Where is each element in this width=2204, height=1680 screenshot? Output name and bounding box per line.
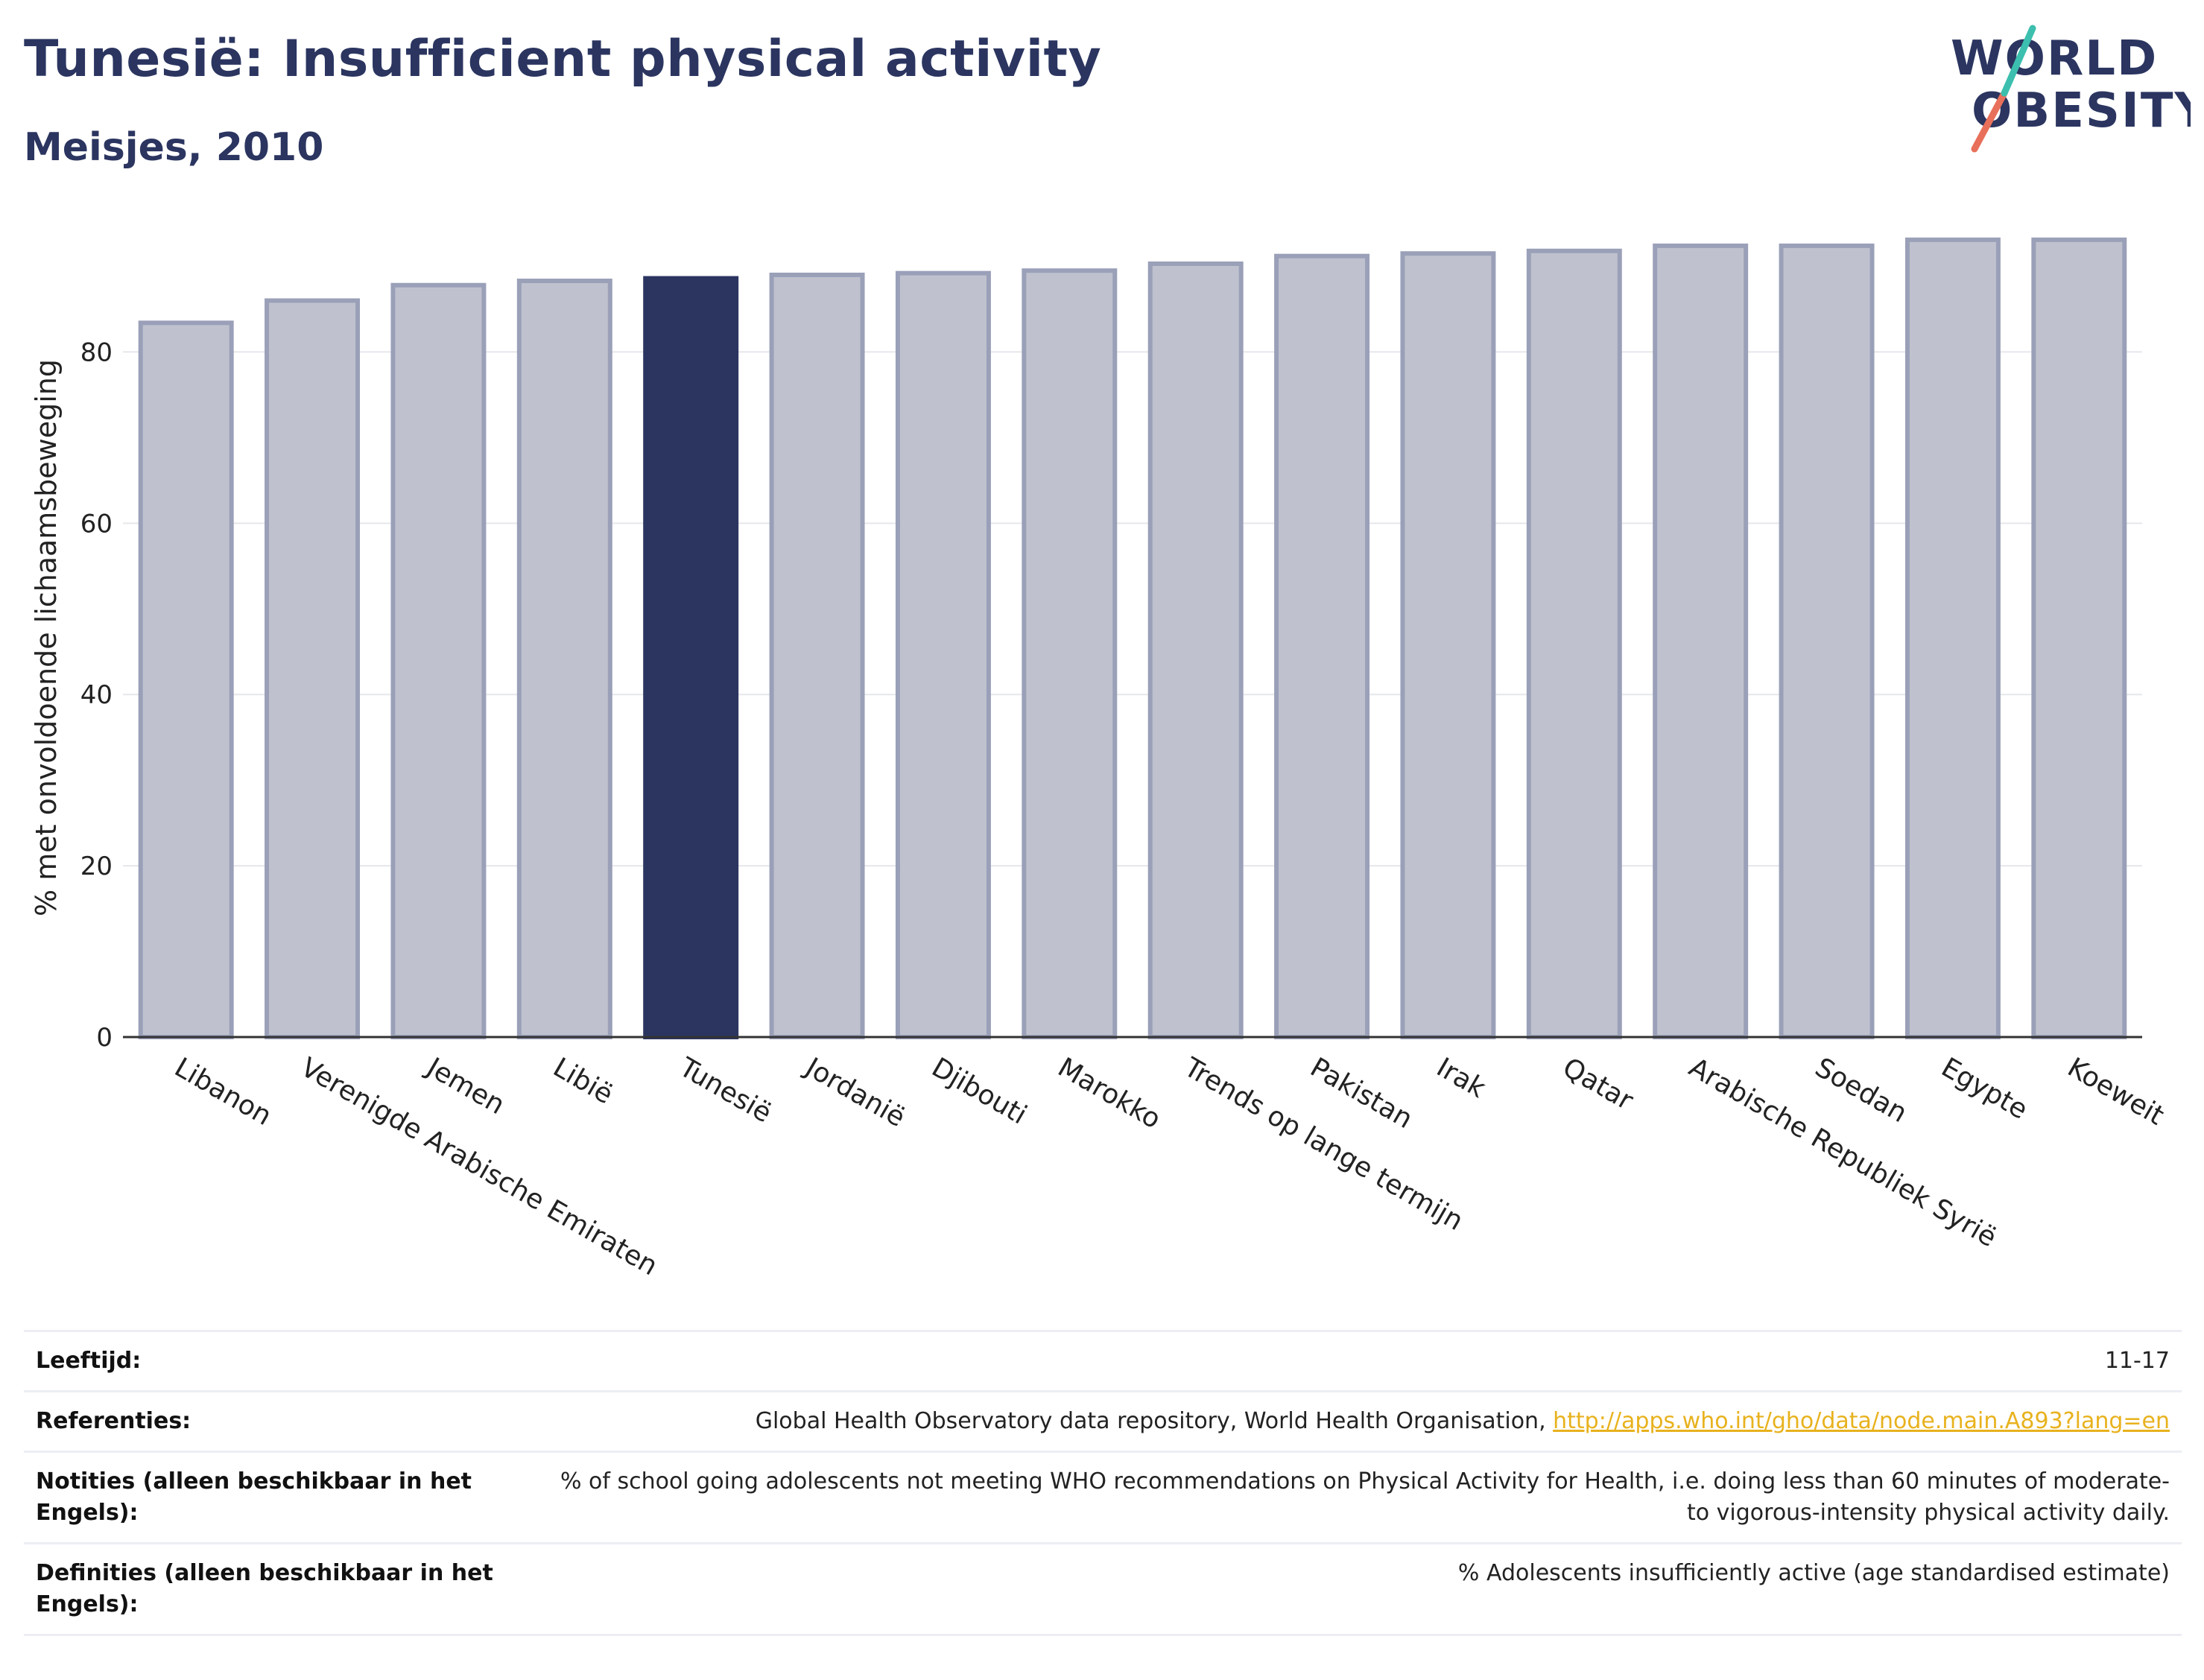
info-value: Global Health Observatory data repositor… <box>525 1390 2182 1453</box>
logo-slash-coral <box>1971 89 2008 153</box>
info-key: Definities (alleen beschikbaar in het En… <box>24 1542 525 1636</box>
x-axis-labels: Libanon Verenigde Arabische EmiratenJemen… <box>169 1051 2169 1281</box>
bar-soedan <box>1779 243 1875 1039</box>
y-axis-ticks: 0 20 40 60 80 <box>80 337 113 1053</box>
y-tick-label: 40 <box>80 680 113 710</box>
x-tick-label: Koeweit <box>2062 1052 2169 1131</box>
logo-slash-teal <box>2001 25 2036 97</box>
x-tick-label: Libië <box>548 1052 618 1110</box>
bar-djibouti <box>895 270 991 1040</box>
y-axis-title: % met onvoldoende lichaamsbeweging <box>30 359 63 916</box>
info-table: Leeftijd: 11-17 Referenties: Global Health … <box>24 1330 2182 1636</box>
world-obesity-logo: WORLD OBESITY <box>1951 25 2191 153</box>
x-tick-label: Egypte <box>1936 1052 2033 1126</box>
info-value: 11-17 <box>525 1330 2182 1392</box>
bar-koeweit <box>2031 237 2127 1040</box>
info-value-text: % Adolescents insufficiently active (age… <box>1457 1560 2170 1586</box>
x-tick-label: Soedan <box>1810 1052 1912 1129</box>
reference-link[interactable]: http://apps.who.int/gho/data/node.main.A… <box>1553 1408 2170 1434</box>
info-row: Leeftijd: 11-17 <box>24 1330 2182 1392</box>
info-key: Leeftijd: <box>24 1330 525 1392</box>
y-tick-label: 0 <box>96 1023 113 1053</box>
bar-chart: 0 20 40 60 80 Libanon Verenigde Arabische Emi… <box>30 237 2169 1281</box>
x-tick-label: Pakistan <box>1305 1052 1418 1135</box>
bar-egypte <box>1904 237 2001 1040</box>
info-value: % of school going adolescents not meetin… <box>525 1451 2182 1544</box>
bar-libanon <box>138 320 234 1040</box>
bar-verenigde-arabische-emiraten <box>265 298 361 1039</box>
bar-arabische-republiek-syrië <box>1653 243 1749 1039</box>
chart-title: Tunesië: Insufficient physical activity <box>24 30 1102 89</box>
chart-subtitle: Meisjes, 2010 <box>24 125 324 170</box>
info-value-text: % of school going adolescents not meetin… <box>560 1468 2170 1526</box>
y-tick-label: 20 <box>80 852 113 881</box>
info-row: Notities (alleen beschikbaar in het Enge… <box>24 1451 2182 1544</box>
bar-marokko <box>1022 268 1118 1039</box>
bars <box>138 237 2127 1040</box>
x-tick-label: Qatar <box>1557 1052 1638 1116</box>
info-value-text: Global Health Observatory data repositor… <box>755 1408 1554 1434</box>
info-row: Definities (alleen beschikbaar in het En… <box>24 1542 2182 1636</box>
x-tick-label: Libanon <box>169 1052 276 1132</box>
info-key: Referenties: <box>24 1390 525 1453</box>
x-tick-label: Marokko <box>1053 1052 1166 1135</box>
bar-pakistan <box>1274 253 1370 1039</box>
info-row: Referenties: Global Health Observatory da… <box>24 1390 2182 1453</box>
y-tick-label: 80 <box>80 337 113 367</box>
y-tick-label: 60 <box>80 509 113 539</box>
bar-libië <box>516 279 612 1040</box>
x-tick-label: Jemen <box>420 1051 510 1120</box>
bar-trends-op-lange-termijn <box>1147 261 1244 1039</box>
bar-tunesië <box>643 276 739 1039</box>
bar-qatar <box>1526 248 1622 1039</box>
bar-jemen <box>390 282 487 1040</box>
bar-irak <box>1400 251 1496 1039</box>
x-tick-label: Djibouti <box>926 1052 1031 1130</box>
info-value-text: 11-17 <box>2104 1348 2170 1374</box>
info-value: % Adolescents insufficiently active (age… <box>525 1542 2182 1636</box>
logo-line1: WORLD <box>1951 31 2158 86</box>
x-tick-label: Irak <box>1431 1052 1491 1104</box>
x-tick-label: Tunesië <box>674 1052 776 1129</box>
bar-jordanië <box>769 272 865 1039</box>
x-tick-label: Jordanië <box>799 1051 910 1133</box>
info-key: Notities (alleen beschikbaar in het Enge… <box>24 1451 525 1544</box>
